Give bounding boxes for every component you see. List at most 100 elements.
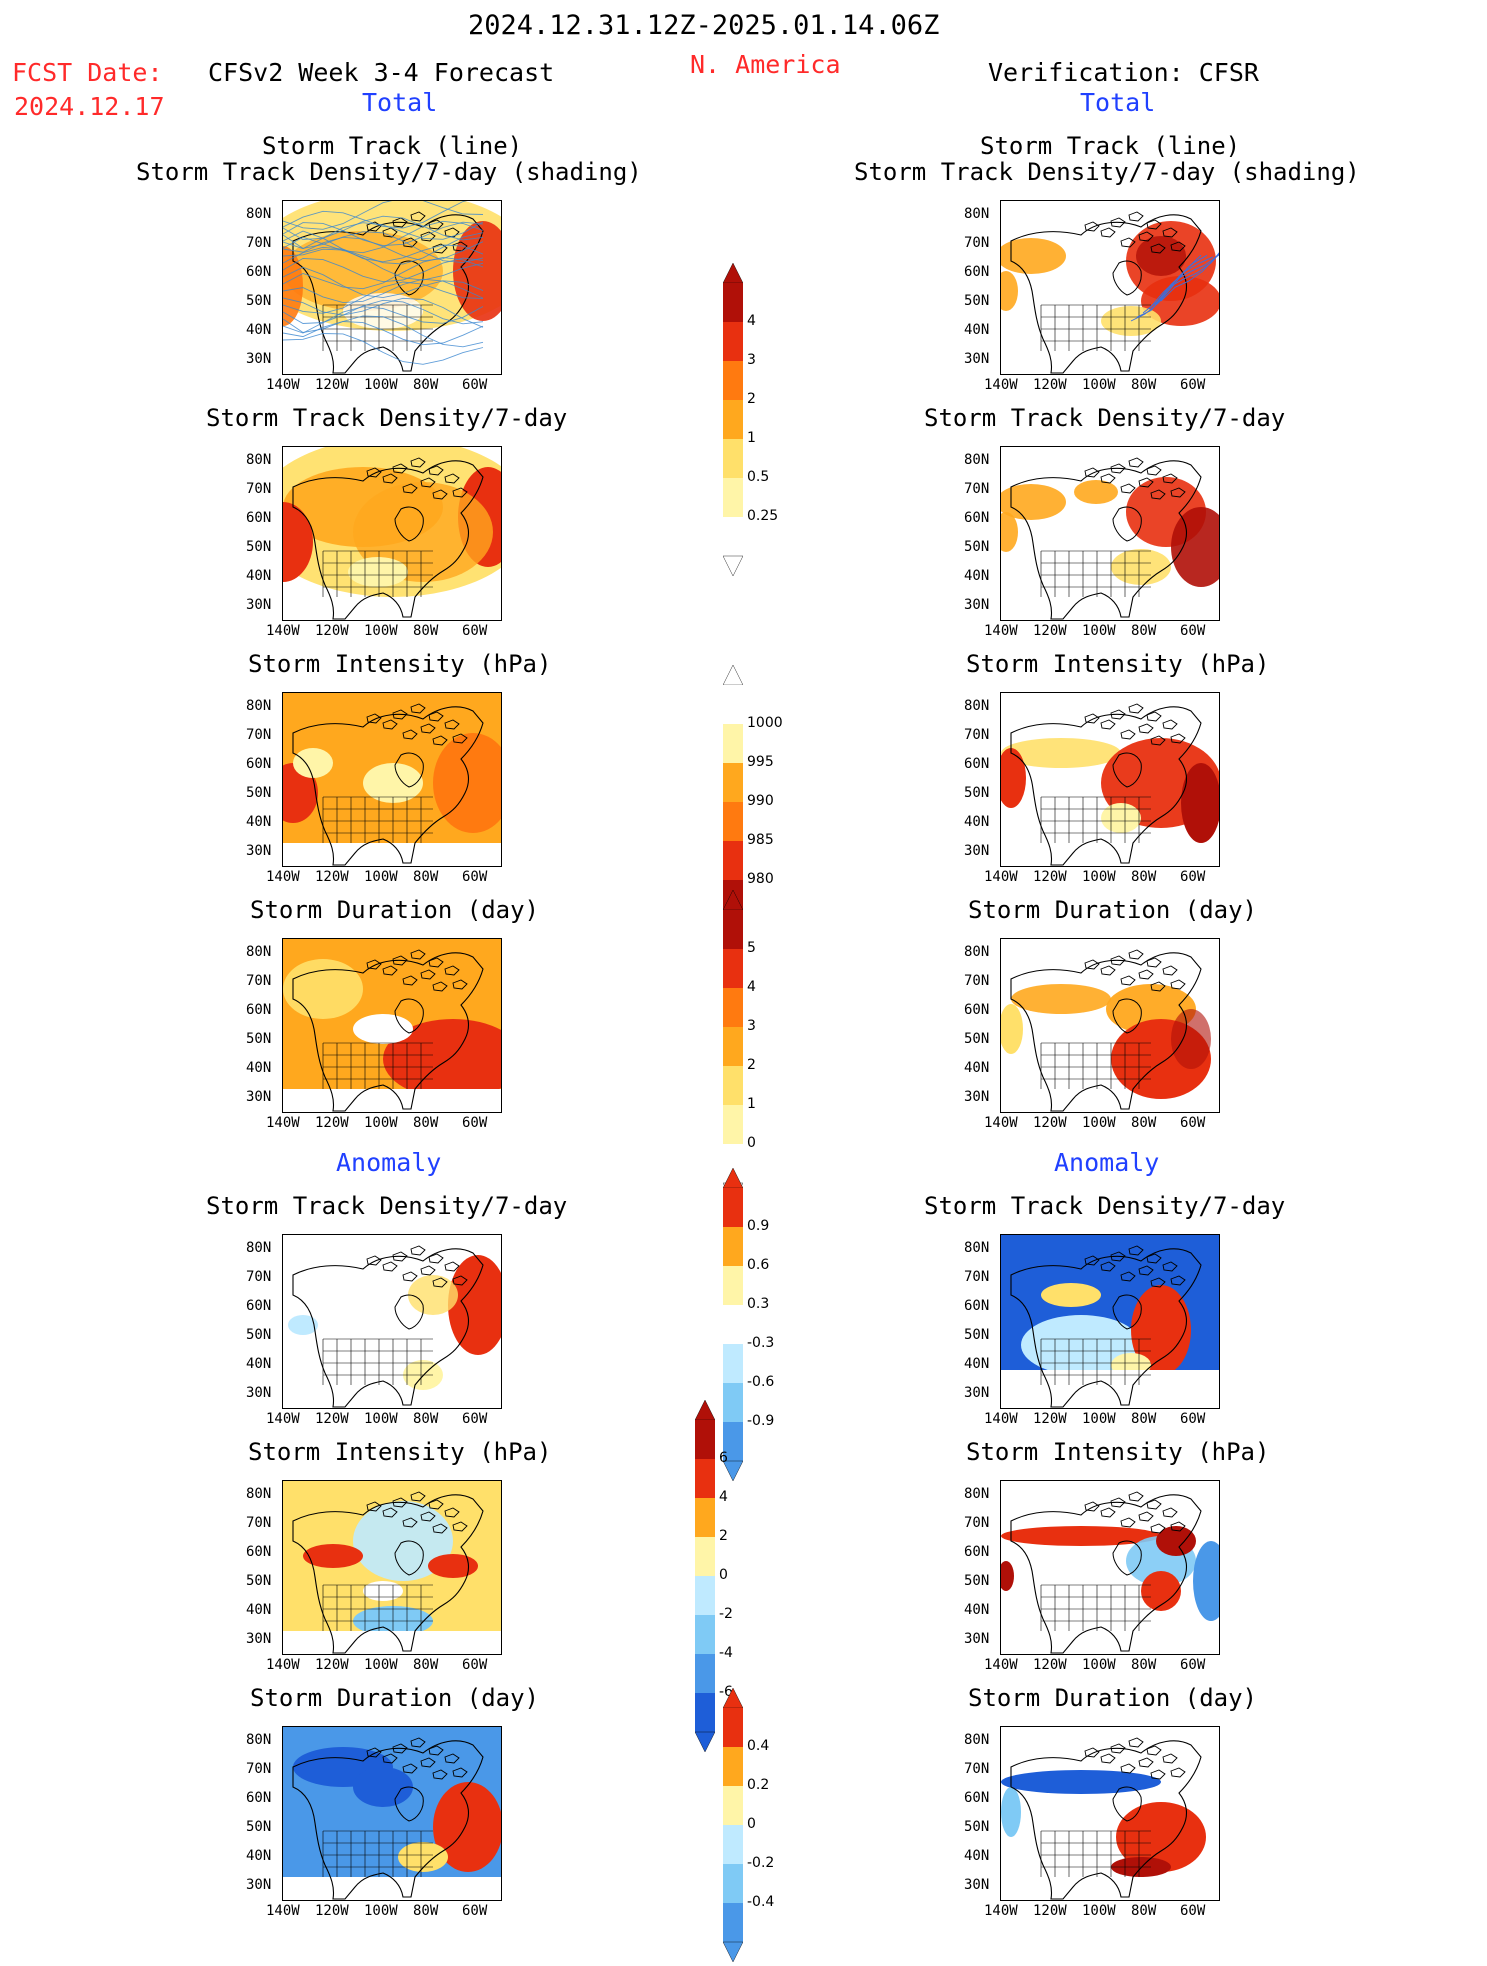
lon-tick-label: 80W [1131,623,1157,639]
lon-tick-label: 60W [462,1657,488,1673]
lat-tick-label: 60N [964,264,990,280]
map-panel-tl-intensity [282,692,502,867]
colorbar-tick-label: 2 [747,391,756,407]
lat-tick-label: 60N [964,1790,990,1806]
colorbar-total-duration [722,889,744,1207]
colorbar-tick-label: 1 [747,430,756,446]
right-track-shading-title: Storm Track Density/7-day (shading) [854,158,1360,186]
lat-tick-label: 30N [246,1877,272,1893]
lon-tick-label: 80W [413,377,439,393]
colorbar-tick-label: 4 [747,313,756,329]
lon-tick-label: 100W [1082,1411,1116,1427]
colorbar-tick-label: 0.3 [747,1296,770,1312]
lat-tick-label: 50N [246,785,272,801]
lat-tick-label: 60N [246,510,272,526]
lon-tick-label: 140W [984,623,1018,639]
lat-tick-label: 80N [964,452,990,468]
map-panel-bl-intensity [282,1480,502,1655]
lat-tick-label: 60N [964,1544,990,1560]
colorbar-tick-label: 2 [747,1057,756,1073]
colorbar-tick-label: 0 [747,1816,756,1832]
lon-tick-label: 120W [315,1657,349,1673]
lat-tick-label: 30N [964,1089,990,1105]
lat-tick-label: 50N [246,1819,272,1835]
lat-tick-label: 40N [964,568,990,584]
lon-tick-label: 100W [364,1903,398,1919]
lon-tick-label: 80W [413,623,439,639]
lat-tick-label: 60N [246,756,272,772]
lat-tick-label: 40N [246,1848,272,1864]
lat-tick-label: 30N [964,597,990,613]
lat-tick-label: 60N [246,264,272,280]
lat-tick-label: 70N [246,973,272,989]
lat-tick-label: 50N [246,293,272,309]
colorbar-tick-label: 3 [747,1018,756,1034]
lon-tick-label: 80W [1131,1115,1157,1131]
lon-tick-label: 80W [413,1115,439,1131]
lon-tick-label: 100W [1082,1657,1116,1673]
lat-tick-label: 80N [964,1486,990,1502]
lon-tick-label: 140W [266,869,300,885]
right-anom-duration-title: Storm Duration (day) [968,1684,1257,1712]
colorbar-tick-label: -0.2 [747,1855,775,1871]
lat-tick-label: 40N [964,1356,990,1372]
lat-tick-label: 50N [964,1819,990,1835]
map-panel-tr-intensity [1000,692,1220,867]
lat-tick-label: 70N [246,235,272,251]
lat-tick-label: 70N [964,481,990,497]
right-anom-density-title: Storm Track Density/7-day [924,1192,1286,1220]
lat-tick-label: 40N [964,1602,990,1618]
lon-tick-label: 120W [315,1903,349,1919]
lon-tick-label: 120W [315,1115,349,1131]
lat-tick-label: 60N [964,756,990,772]
lat-tick-label: 80N [964,944,990,960]
lat-tick-label: 50N [964,1573,990,1589]
right-anom-intensity-title: Storm Intensity (hPa) [966,1438,1270,1466]
lon-tick-label: 120W [1033,1411,1067,1427]
map-panel-tl-duration [282,938,502,1113]
right-track-line-title: Storm Track (line) [980,132,1241,160]
lon-tick-label: 80W [1131,1657,1157,1673]
lon-tick-label: 60W [462,377,488,393]
lat-tick-label: 50N [964,293,990,309]
colorbar-tick-label: 0.5 [747,469,770,485]
lat-tick-label: 40N [246,1060,272,1076]
lon-tick-label: 140W [266,1903,300,1919]
colorbar-tick-label: -0.4 [747,1894,775,1910]
lon-tick-label: 120W [315,869,349,885]
lat-tick-label: 60N [246,1298,272,1314]
lon-tick-label: 120W [1033,1903,1067,1919]
lon-tick-label: 60W [1180,1657,1206,1673]
lon-tick-label: 120W [1033,869,1067,885]
lat-tick-label: 60N [964,510,990,526]
left-anom-duration-title: Storm Duration (day) [250,1684,539,1712]
region-label: N. America [690,50,841,79]
lon-tick-label: 100W [364,377,398,393]
lat-tick-label: 30N [964,351,990,367]
lon-tick-label: 60W [1180,377,1206,393]
colorbar-tick-label: 0.25 [747,508,779,524]
colorbar-tick-label: 980 [747,871,774,887]
map-panel-br-density [1000,1234,1220,1409]
lat-tick-label: 80N [246,944,272,960]
colorbar-anom-duration [722,1687,744,1966]
lon-tick-label: 60W [462,1411,488,1427]
lat-tick-label: 70N [246,1515,272,1531]
lat-tick-label: 40N [964,814,990,830]
lat-tick-label: 80N [246,452,272,468]
lat-tick-label: 30N [246,1631,272,1647]
lon-tick-label: 120W [1033,377,1067,393]
left-duration-title: Storm Duration (day) [250,896,539,924]
lon-tick-label: 140W [266,1411,300,1427]
lat-tick-label: 50N [964,539,990,555]
colorbar-tick-label: -0.9 [747,1413,775,1429]
colorbar-tick-label: 0.6 [747,1257,770,1273]
lon-tick-label: 100W [1082,1115,1116,1131]
colorbar-tick-label: 990 [747,793,774,809]
lon-tick-label: 60W [1180,623,1206,639]
lat-tick-label: 30N [964,1385,990,1401]
map-panel-tl-track [282,200,502,375]
lat-tick-label: 60N [964,1002,990,1018]
lat-tick-label: 40N [246,814,272,830]
lon-tick-label: 120W [1033,1115,1067,1131]
